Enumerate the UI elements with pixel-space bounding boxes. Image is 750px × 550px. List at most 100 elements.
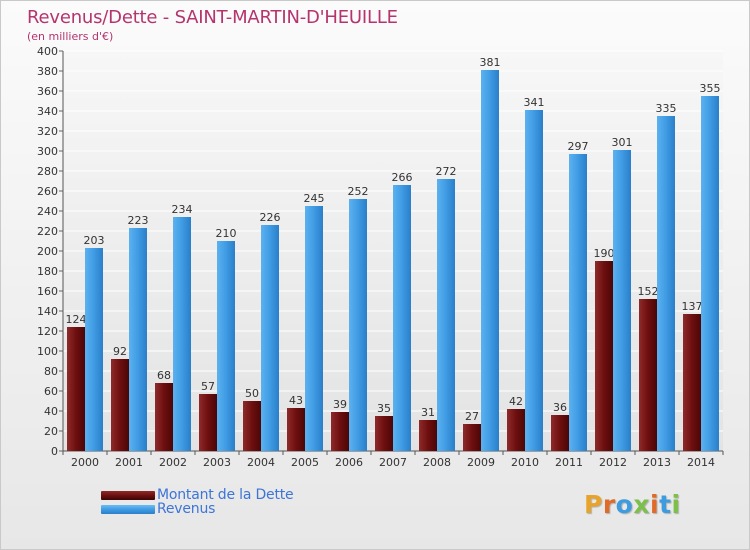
legend-label-dette: Montant de la Dette <box>157 487 294 503</box>
bar-dette <box>507 409 525 451</box>
bar-dette <box>683 314 701 451</box>
x-tick-label: 2003 <box>203 456 231 469</box>
bar-revenus <box>305 206 323 451</box>
data-label-revenus: 203 <box>84 234 105 247</box>
data-label-revenus: 245 <box>304 192 325 205</box>
y-tick-label: 360 <box>37 85 58 98</box>
data-label-revenus: 381 <box>480 56 501 69</box>
data-label-revenus: 252 <box>348 185 369 198</box>
chart-subtitle: (en milliers d'€) <box>27 30 114 43</box>
legend-item-revenus: Revenus <box>101 501 216 517</box>
bar-revenus <box>349 199 367 451</box>
data-label-revenus: 301 <box>612 136 633 149</box>
data-label-dette: 42 <box>509 395 523 408</box>
data-label-dette: 35 <box>377 402 391 415</box>
x-tick-label: 2013 <box>643 456 671 469</box>
logo-letter: o <box>615 490 634 519</box>
bar-revenus <box>613 150 631 451</box>
y-tick-label: 40 <box>44 405 58 418</box>
data-label-revenus: 223 <box>128 214 149 227</box>
x-tick-label: 2009 <box>467 456 495 469</box>
data-label-revenus: 226 <box>260 211 281 224</box>
logo-letter: t <box>659 490 672 519</box>
bar-dette <box>155 383 173 451</box>
bar-revenus <box>657 116 675 451</box>
bar-revenus <box>173 217 191 451</box>
y-tick-label: 60 <box>44 385 58 398</box>
data-label-revenus: 341 <box>524 96 545 109</box>
data-label-dette: 43 <box>289 394 303 407</box>
data-label-dette: 92 <box>113 345 127 358</box>
y-tick-label: 120 <box>37 325 58 338</box>
y-tick-label: 180 <box>37 265 58 278</box>
bar-revenus <box>437 179 455 451</box>
data-label-dette: 68 <box>157 369 171 382</box>
bar-dette <box>551 415 569 451</box>
y-tick-label: 200 <box>37 245 58 258</box>
y-tick-label: 0 <box>51 445 58 458</box>
data-label-dette: 50 <box>245 387 259 400</box>
data-label-dette: 124 <box>66 313 87 326</box>
data-label-dette: 39 <box>333 398 347 411</box>
y-tick-label: 20 <box>44 425 58 438</box>
data-label-revenus: 355 <box>700 82 721 95</box>
data-label-revenus: 266 <box>392 171 413 184</box>
x-tick-label: 2001 <box>115 456 143 469</box>
bar-revenus <box>569 154 587 451</box>
data-label-revenus: 210 <box>216 227 237 240</box>
x-tick-label: 2007 <box>379 456 407 469</box>
bar-revenus <box>261 225 279 451</box>
x-tick-label: 2008 <box>423 456 451 469</box>
bar-revenus <box>129 228 147 451</box>
y-tick-label: 160 <box>37 285 58 298</box>
bar-revenus <box>217 241 235 451</box>
y-tick-label: 280 <box>37 165 58 178</box>
bar-dette <box>243 401 261 451</box>
bar-revenus <box>393 185 411 451</box>
bar-dette <box>287 408 305 451</box>
bar-dette <box>639 299 657 451</box>
bar-revenus <box>701 96 719 451</box>
legend-label-revenus: Revenus <box>157 501 216 517</box>
logo-letter: i <box>671 490 681 519</box>
x-tick-label: 2011 <box>555 456 583 469</box>
y-tick-label: 80 <box>44 365 58 378</box>
data-label-dette: 31 <box>421 406 435 419</box>
x-tick-label: 2012 <box>599 456 627 469</box>
x-tick-label: 2004 <box>247 456 275 469</box>
legend-item-dette: Montant de la Dette <box>101 487 294 503</box>
y-tick-label: 320 <box>37 125 58 138</box>
logo-letter: r <box>602 490 616 519</box>
logo-letter: i <box>650 490 660 519</box>
bar-dette <box>419 420 437 451</box>
y-tick-label: 380 <box>37 65 58 78</box>
y-tick-label: 240 <box>37 205 58 218</box>
bar-revenus <box>481 70 499 451</box>
bar-dette <box>375 416 393 451</box>
y-tick-label: 220 <box>37 225 58 238</box>
data-label-dette: 57 <box>201 380 215 393</box>
bar-revenus <box>85 248 103 451</box>
bar-dette <box>595 261 613 451</box>
y-tick-label: 340 <box>37 105 58 118</box>
legend-swatch-revenus <box>101 504 155 514</box>
y-tick-label: 140 <box>37 305 58 318</box>
y-tick-label: 260 <box>37 185 58 198</box>
bar-dette <box>67 327 85 451</box>
y-tick-label: 400 <box>37 45 58 58</box>
chart-title: Revenus/Dette - SAINT-MARTIN-D'HEUILLE <box>27 7 398 28</box>
x-tick-label: 2006 <box>335 456 363 469</box>
bar-dette <box>331 412 349 451</box>
bar-dette <box>111 359 129 451</box>
y-tick-label: 100 <box>37 345 58 358</box>
data-label-dette: 152 <box>638 285 659 298</box>
logo-letter: x <box>633 490 650 519</box>
y-tick-label: 300 <box>37 145 58 158</box>
data-label-revenus: 335 <box>656 102 677 115</box>
x-tick-label: 2000 <box>71 456 99 469</box>
legend-swatch-dette <box>101 490 155 500</box>
data-label-dette: 27 <box>465 410 479 423</box>
bar-revenus <box>525 110 543 451</box>
proxiti-logo: Proxiti <box>584 490 681 519</box>
